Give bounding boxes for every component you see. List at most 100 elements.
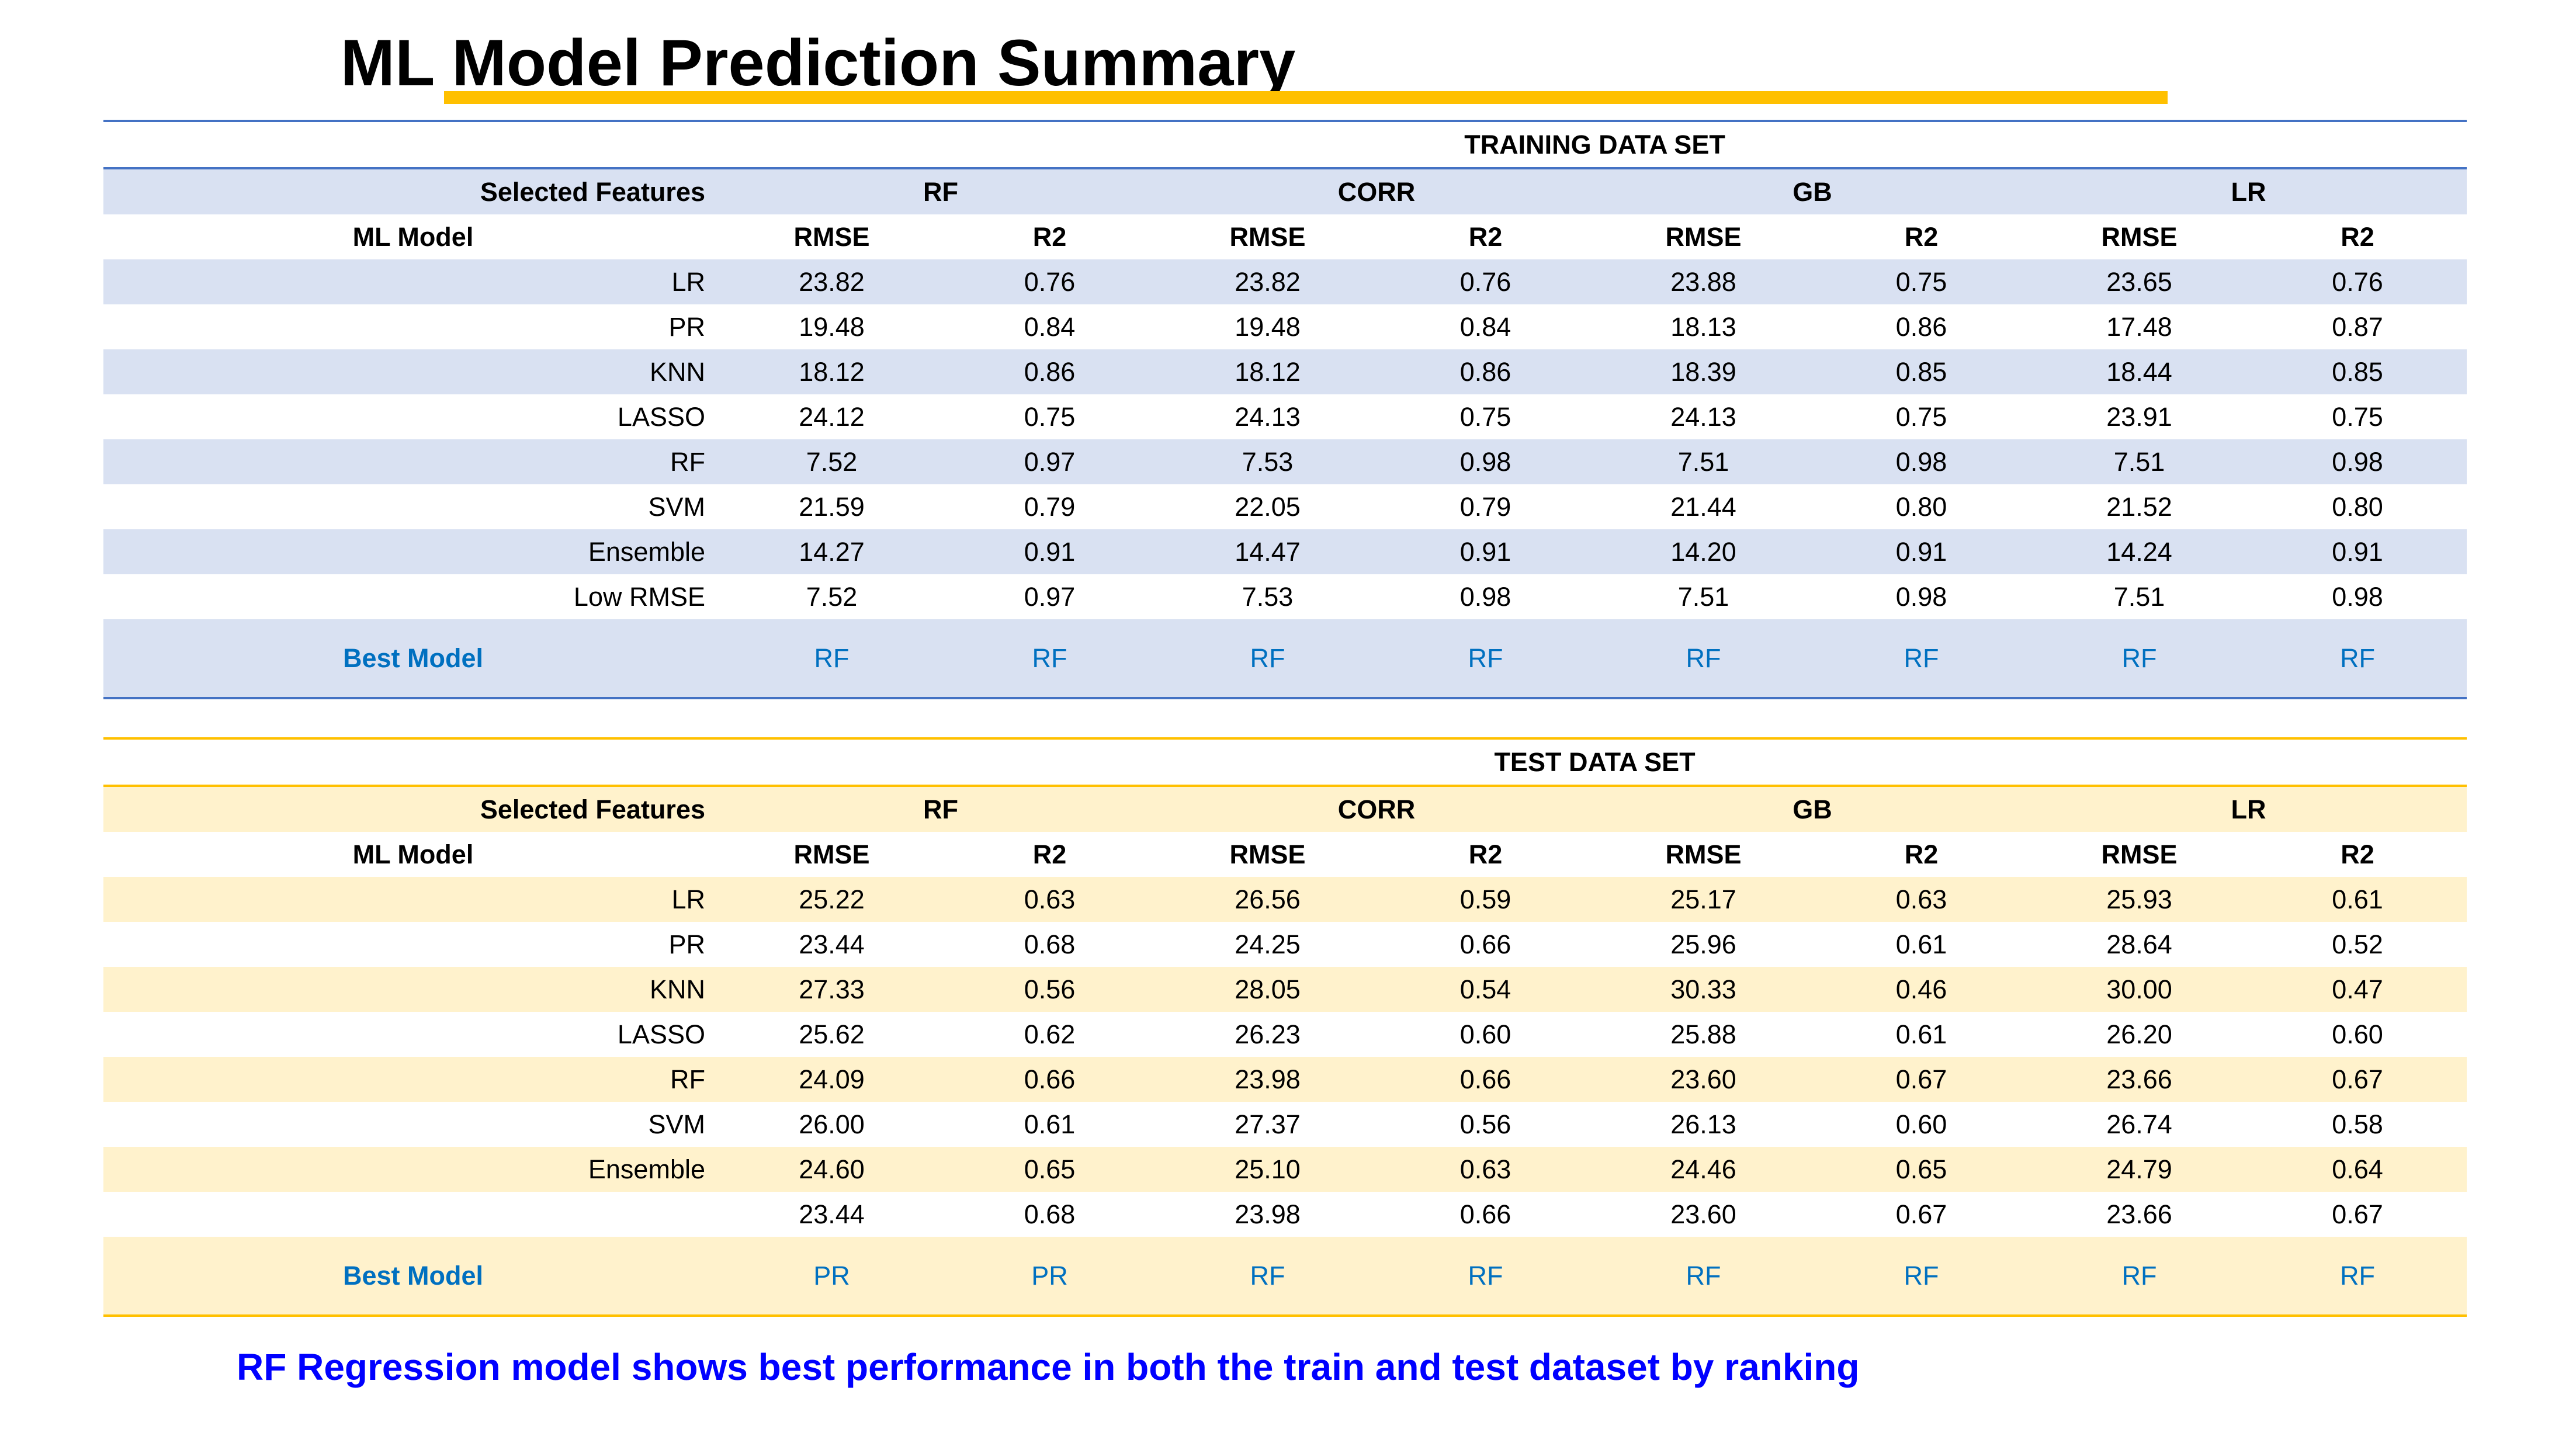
metric-value: 0.79 [1459, 491, 1511, 522]
metric-header: RMSE [1229, 839, 1306, 869]
table-row: PR 23.44 0.68 24.25 0.66 25.96 0.61 28.64 0.52 [103, 922, 2467, 967]
best-model-value: RF [1594, 619, 1812, 698]
metric-value: 0.63 [941, 877, 1159, 922]
metric-value: 0.61 [2248, 877, 2467, 922]
best-model-value: RF [1159, 619, 1377, 698]
metric-value: 0.46 [1812, 967, 2030, 1012]
conclusion-text: RF Regression model shows best performan… [237, 1346, 1860, 1388]
model-name: SVM [648, 491, 705, 522]
table-row: KNN 18.12 0.86 18.12 0.86 18.39 0.85 18.44 0.85 [103, 349, 2467, 394]
metric-value: 25.62 [799, 1019, 865, 1049]
model-name: LR [103, 877, 723, 922]
metric-value: 14.24 [2030, 529, 2248, 574]
metric-value: 25.96 [1670, 929, 1736, 959]
model-column-label: ML Model [352, 221, 474, 252]
metric-value: 22.05 [1235, 491, 1301, 522]
metric-value: 0.97 [1024, 581, 1076, 612]
metric-value: 7.52 [723, 439, 941, 484]
metric-value: 0.61 [1895, 929, 1947, 959]
model-name: PR [668, 311, 705, 342]
metric-value: 0.66 [1459, 929, 1511, 959]
best-model-value: RF [941, 619, 1159, 698]
model-name: PR [668, 929, 705, 959]
metric-value: 0.47 [2248, 967, 2467, 1012]
model-name: KNN [103, 967, 723, 1012]
metric-value: 0.85 [1812, 349, 2030, 394]
metric-value: 17.48 [2106, 311, 2172, 342]
model-name: SVM [648, 1109, 705, 1139]
table-row: KNN 27.33 0.56 28.05 0.54 30.33 0.46 30.00 0.47 [103, 967, 2467, 1012]
metric-value: 28.64 [2106, 929, 2172, 959]
metric-value: 18.12 [1159, 349, 1377, 394]
metric-value: 0.65 [1812, 1147, 2030, 1192]
table-row: SVM 21.59 0.79 22.05 0.79 21.44 0.80 21.52 0.80 [103, 484, 2467, 529]
metric-value: 0.61 [1895, 1019, 1947, 1049]
metric-header: RMSE [2101, 839, 2178, 869]
metric-value: 24.79 [2030, 1147, 2248, 1192]
metric-value: 0.68 [1024, 929, 1076, 959]
table-row: SVM 26.00 0.61 27.37 0.56 26.13 0.60 26.74 0.58 [103, 1102, 2467, 1147]
metric-header: RMSE [793, 839, 870, 869]
table-row: LR 23.82 0.76 23.82 0.76 23.88 0.75 23.65 0.76 [103, 259, 2467, 304]
metric-header: RMSE [1229, 221, 1306, 252]
model-name: LASSO [617, 1019, 705, 1049]
metric-value: 0.84 [1024, 311, 1076, 342]
best-model-value: RF [2248, 619, 2467, 698]
metric-value: 30.33 [1594, 967, 1812, 1012]
metric-value: 0.91 [941, 529, 1159, 574]
page-title: ML Model Prediction Summary [340, 26, 1296, 99]
model-name: LASSO [617, 401, 705, 432]
feature-set-header: LR [2030, 167, 2467, 214]
metric-value: 26.74 [2106, 1109, 2172, 1139]
metric-value: 25.88 [1670, 1019, 1736, 1049]
metric-value: 0.56 [941, 967, 1159, 1012]
model-column-label: ML Model [352, 839, 474, 869]
metric-value: 0.80 [1895, 491, 1947, 522]
metric-value: 24.09 [723, 1057, 941, 1102]
metric-value: 7.53 [1242, 581, 1294, 612]
table-row: Low RMSE 7.52 0.97 7.53 0.98 7.51 0.98 7.51 0.98 [103, 574, 2467, 619]
feature-set-header: GB [1594, 167, 2030, 214]
metric-header: R2 [1032, 839, 1067, 869]
training-table: TRAINING DATA SET Selected Features RF CORR… [103, 120, 2467, 699]
metric-value: 24.46 [1594, 1147, 1812, 1192]
best-model-value: RF [1812, 619, 2030, 698]
metric-value: 0.98 [1459, 581, 1511, 612]
metric-value: 26.20 [2106, 1019, 2172, 1049]
metric-header: R2 [2341, 839, 2374, 869]
metric-value: 0.61 [1024, 1109, 1076, 1139]
metric-value: 23.60 [1670, 1199, 1736, 1229]
metric-value: 14.27 [723, 529, 941, 574]
metric-value: 25.17 [1594, 877, 1812, 922]
model-name: Ensemble [103, 529, 723, 574]
table-row: RF 7.52 0.97 7.53 0.98 7.51 0.98 7.51 0.98 [103, 439, 2467, 484]
metric-header: R2 [1904, 221, 1939, 252]
metric-value: 21.59 [799, 491, 865, 522]
metric-value: 0.60 [1459, 1019, 1511, 1049]
metric-value: 24.60 [723, 1147, 941, 1192]
table-row: PR 19.48 0.84 19.48 0.84 18.13 0.86 17.48 0.87 [103, 304, 2467, 349]
metric-header: R2 [1904, 839, 1939, 869]
table-row: LR 25.22 0.63 26.56 0.59 25.17 0.63 25.93 0.61 [103, 877, 2467, 922]
metric-header: RMSE [793, 221, 870, 252]
model-name: RF [103, 1057, 723, 1102]
metric-value: 0.91 [1377, 529, 1594, 574]
metric-value: 23.91 [2106, 401, 2172, 432]
metric-value: 0.67 [2332, 1199, 2383, 1229]
table-row: Ensemble 14.27 0.91 14.47 0.91 14.20 0.91 14.24… [103, 529, 2467, 574]
best-model-value: RF [1377, 1237, 1594, 1316]
metric-value: 0.75 [1812, 259, 2030, 304]
metric-value: 0.75 [2332, 401, 2383, 432]
metric-value: 23.88 [1594, 259, 1812, 304]
feature-set-header: RF [723, 167, 1159, 214]
section-title: TRAINING DATA SET [1464, 129, 1725, 159]
metric-value: 0.75 [1459, 401, 1511, 432]
best-model-row: Best Model RF RF RF RF RF RF RF RF [103, 619, 2467, 698]
section-title-row: TEST DATA SET [103, 738, 2467, 786]
metric-value: 7.51 [2113, 581, 2165, 612]
metric-value: 23.66 [2106, 1199, 2172, 1229]
feature-set-header: CORR [1159, 167, 1594, 214]
metric-value: 0.98 [1895, 581, 1947, 612]
metric-value: 0.59 [1377, 877, 1594, 922]
metric-value: 0.87 [2332, 311, 2383, 342]
